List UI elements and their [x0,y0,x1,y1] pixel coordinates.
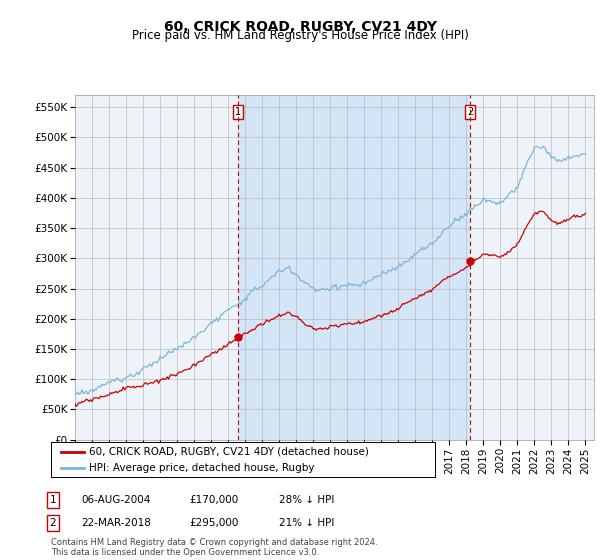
Text: 2: 2 [49,518,56,528]
Bar [238,95,470,440]
Text: 60, CRICK ROAD, RUGBY, CV21 4DY: 60, CRICK ROAD, RUGBY, CV21 4DY [163,20,437,34]
Text: £170,000: £170,000 [189,495,238,505]
Text: 28% ↓ HPI: 28% ↓ HPI [279,495,334,505]
Text: 2: 2 [467,107,473,117]
Text: Price paid vs. HM Land Registry's House Price Index (HPI): Price paid vs. HM Land Registry's House … [131,29,469,42]
Text: 1: 1 [235,107,241,117]
Text: 06-AUG-2004: 06-AUG-2004 [81,495,151,505]
Text: HPI: Average price, detached house, Rugby: HPI: Average price, detached house, Rugb… [89,463,315,473]
Text: 21% ↓ HPI: 21% ↓ HPI [279,518,334,528]
Text: Contains HM Land Registry data © Crown copyright and database right 2024.
This d: Contains HM Land Registry data © Crown c… [51,538,377,557]
Text: 1: 1 [49,495,56,505]
Text: 60, CRICK ROAD, RUGBY, CV21 4DY (detached house): 60, CRICK ROAD, RUGBY, CV21 4DY (detache… [89,447,369,457]
Text: £295,000: £295,000 [189,518,238,528]
Text: 22-MAR-2018: 22-MAR-2018 [81,518,151,528]
